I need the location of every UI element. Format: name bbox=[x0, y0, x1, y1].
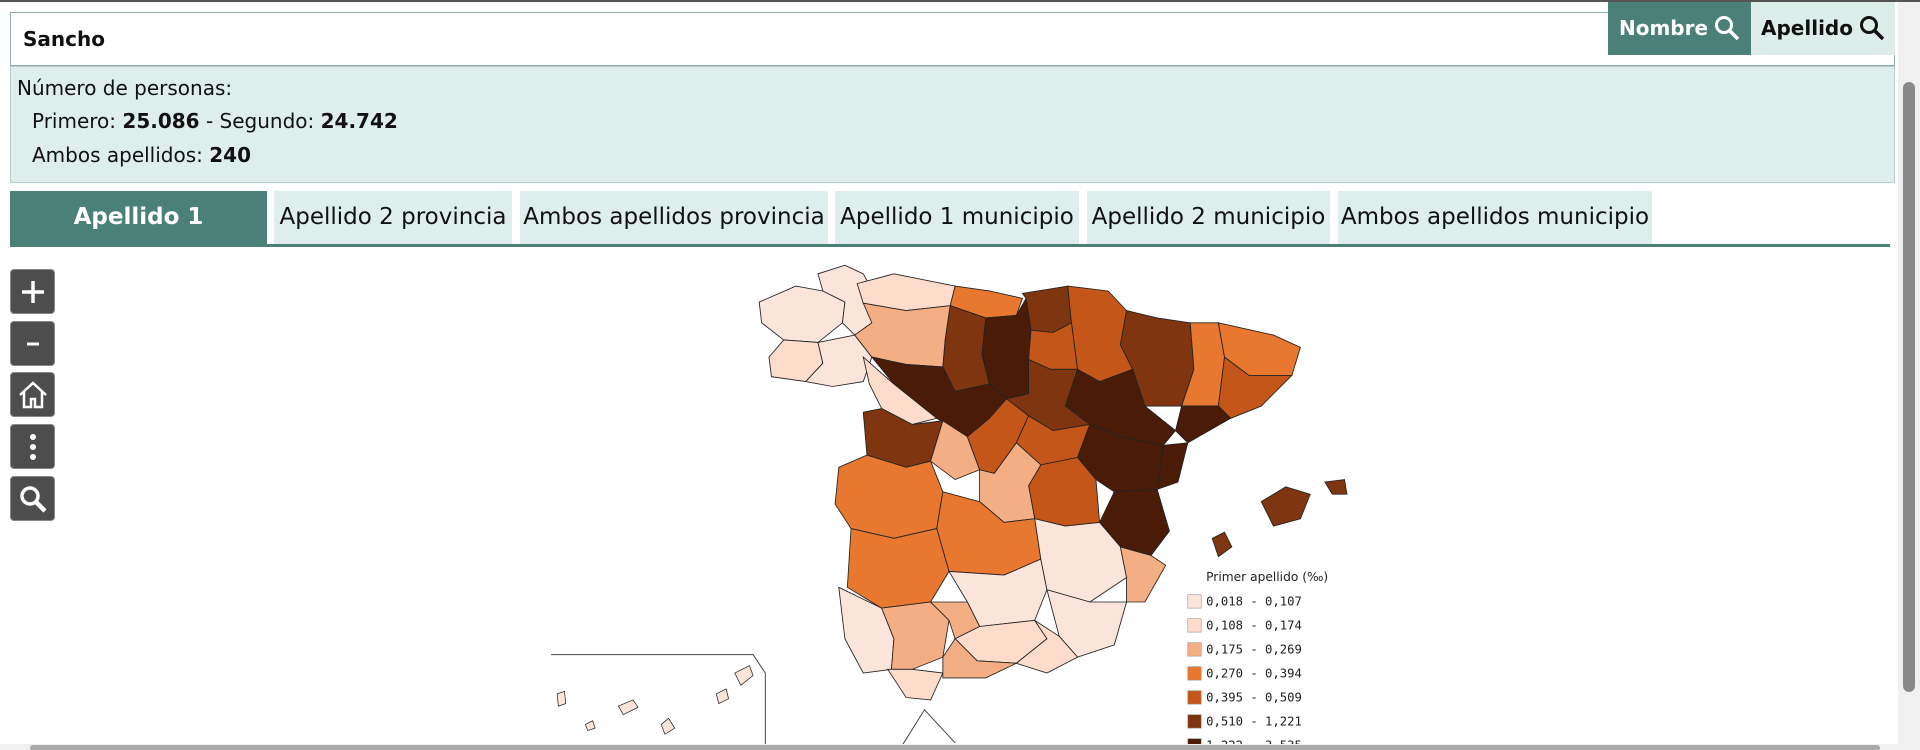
stats-label: Número de personas: bbox=[17, 76, 233, 100]
legend-label: 0,270 - 0,394 bbox=[1206, 667, 1302, 681]
menu[interactable] bbox=[10, 424, 55, 469]
province bbox=[1015, 620, 1079, 674]
tab[interactable]: Ambos apellidos provincia bbox=[520, 191, 828, 244]
map-search[interactable] bbox=[10, 476, 55, 521]
zoom-in[interactable] bbox=[10, 269, 55, 314]
legend-label: 0,395 - 0,509 bbox=[1206, 691, 1302, 705]
label: Ambos apellidos: bbox=[32, 143, 203, 167]
tab[interactable]: Apellido 2 provincia bbox=[274, 191, 512, 244]
stats-panel: Número de personas: Primero: 25.086 - Se… bbox=[10, 66, 1895, 183]
icon bbox=[18, 380, 47, 408]
search-icon bbox=[1859, 16, 1885, 41]
province bbox=[886, 668, 944, 701]
legend-swatch bbox=[1187, 714, 1202, 729]
stats-first-line: Primero: 25.086 - Segundo: 24.742 bbox=[32, 109, 398, 133]
province bbox=[1260, 486, 1311, 527]
province bbox=[942, 638, 1019, 679]
button-label: Apellido bbox=[1761, 16, 1853, 40]
legend-label: 0,510 - 1,221 bbox=[1206, 715, 1302, 729]
canarias-frame bbox=[551, 654, 956, 750]
legend-title: Primer apellido (‰) bbox=[1206, 570, 1328, 584]
legend-label: 0,018 - 0,107 bbox=[1206, 595, 1302, 609]
province bbox=[930, 420, 981, 481]
icon bbox=[21, 280, 44, 303]
icon bbox=[19, 485, 47, 513]
icon bbox=[29, 433, 36, 460]
horizontal-scrollbar[interactable] bbox=[0, 744, 1898, 750]
stats-both-line: Ambos apellidos: 240 bbox=[32, 143, 251, 167]
province bbox=[1156, 442, 1189, 490]
legend-label: 0,108 - 0,174 bbox=[1206, 619, 1302, 633]
scroll-thumb[interactable] bbox=[1903, 82, 1915, 692]
search-query[interactable]: Sancho bbox=[23, 27, 105, 51]
legend-swatch bbox=[1187, 642, 1202, 657]
home[interactable] bbox=[10, 372, 55, 417]
canarias bbox=[556, 665, 754, 735]
value: 240 bbox=[209, 143, 251, 167]
tab[interactable]: Apellido 1 municipio bbox=[835, 191, 1079, 244]
zoom-out[interactable] bbox=[10, 321, 55, 366]
tab[interactable]: Apellido 1 provincia bbox=[10, 191, 267, 283]
legend-swatch bbox=[1187, 690, 1202, 705]
province bbox=[846, 528, 950, 609]
province bbox=[1324, 479, 1348, 495]
tab[interactable]: Apellido 2 municipio bbox=[1087, 191, 1330, 244]
apellido-button[interactable]: Apellido bbox=[1751, 2, 1895, 55]
province bbox=[1211, 531, 1233, 558]
scroll-thumb[interactable] bbox=[30, 745, 1880, 750]
search-icon bbox=[1715, 16, 1740, 41]
legend-label: 0,175 - 0,269 bbox=[1206, 643, 1302, 657]
province bbox=[1175, 405, 1232, 444]
tab-underline bbox=[10, 244, 1890, 247]
button-label: Nombre bbox=[1618, 16, 1709, 40]
nombre-button[interactable]: Nombre bbox=[1608, 2, 1751, 55]
legend-swatch bbox=[1187, 618, 1202, 633]
value: 24.742 bbox=[320, 109, 398, 133]
value: 25.086 bbox=[122, 109, 200, 133]
search-box[interactable]: Sancho bbox=[10, 12, 1895, 66]
vertical-scrollbar[interactable] bbox=[1898, 2, 1920, 750]
label: - Segundo: bbox=[205, 109, 315, 133]
province bbox=[1119, 546, 1167, 603]
tab[interactable]: Ambos apellidos municipio bbox=[1338, 191, 1652, 244]
legend-swatch bbox=[1187, 594, 1202, 609]
label: Primero: bbox=[32, 109, 117, 133]
legend-swatch bbox=[1187, 666, 1202, 681]
icon bbox=[26, 342, 39, 345]
province bbox=[834, 454, 944, 539]
